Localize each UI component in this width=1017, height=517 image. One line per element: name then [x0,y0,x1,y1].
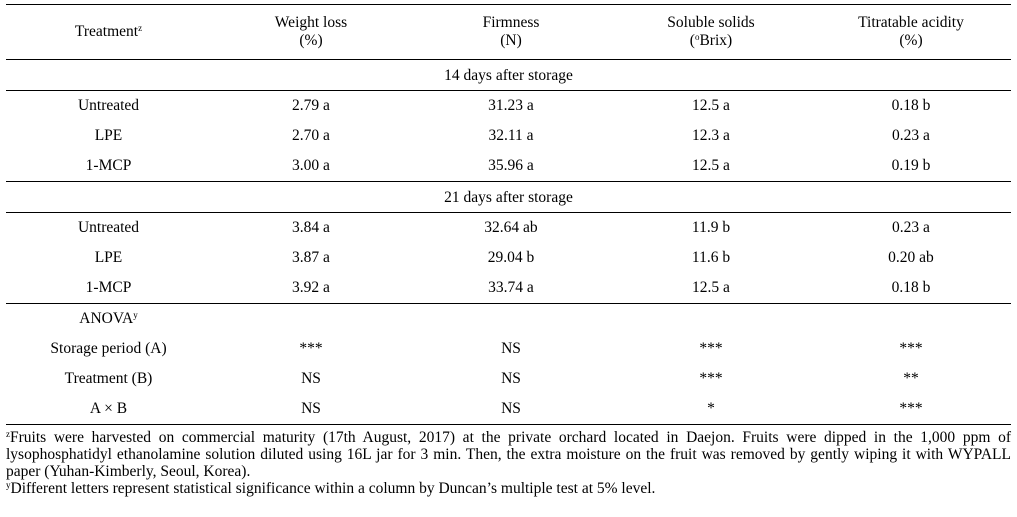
header-titratable-acidity: Titratable acidity (%) [811,4,1011,60]
footnote-z: zFruits were harvested on commercial mat… [6,429,1011,480]
header-weight-loss: Weight loss (%) [211,4,411,60]
results-table-figure: Treatmentz Weight loss (%) Firmness (N) So… [6,4,1011,497]
header-firmness: Firmness (N) [411,4,611,60]
section-title-row: 14 days after storage [6,59,1011,91]
section-title-row: 21 days after storage [6,181,1011,213]
table-footnotes: zFruits were harvested on commercial mat… [6,429,1011,497]
header-row: Treatmentz Weight loss (%) Firmness (N) So… [6,4,1011,60]
table-row: Treatment (B) NS NS *** ** [64,370,919,387]
header-soluble-solids: Soluble solids (oBrix) [611,4,811,60]
table-row: Untreated 2.79 a 31.23 a 12.5 a 0.18 b [77,97,931,114]
table-row: LPE 2.70 a 32.11 a 12.3 a 0.23 a [94,127,930,144]
table-row: Untreated 3.84 a 32.64 ab 11.9 b 0.23 a [77,219,930,236]
results-table: Treatmentz Weight loss (%) Firmness (N) So… [6,4,1011,425]
header-treatment: Treatmentz [6,4,211,60]
table-row: 1-MCP 3.00 a 35.96 a 12.5 a 0.19 b [6,151,1011,182]
table-row: LPE 3.87 a 29.04 b 11.6 b 0.20 ab [94,249,934,266]
footnote-y: yDifferent letters represent statistical… [6,480,656,497]
anova-label-row: ANOVAy [79,310,138,327]
table-row: Storage period (A) *** NS *** *** [50,340,923,357]
table-row: 1-MCP 3.92 a 33.74 a 12.5 a 0.18 b [6,273,1011,304]
table-row: A × B NS NS * *** [6,394,1011,425]
